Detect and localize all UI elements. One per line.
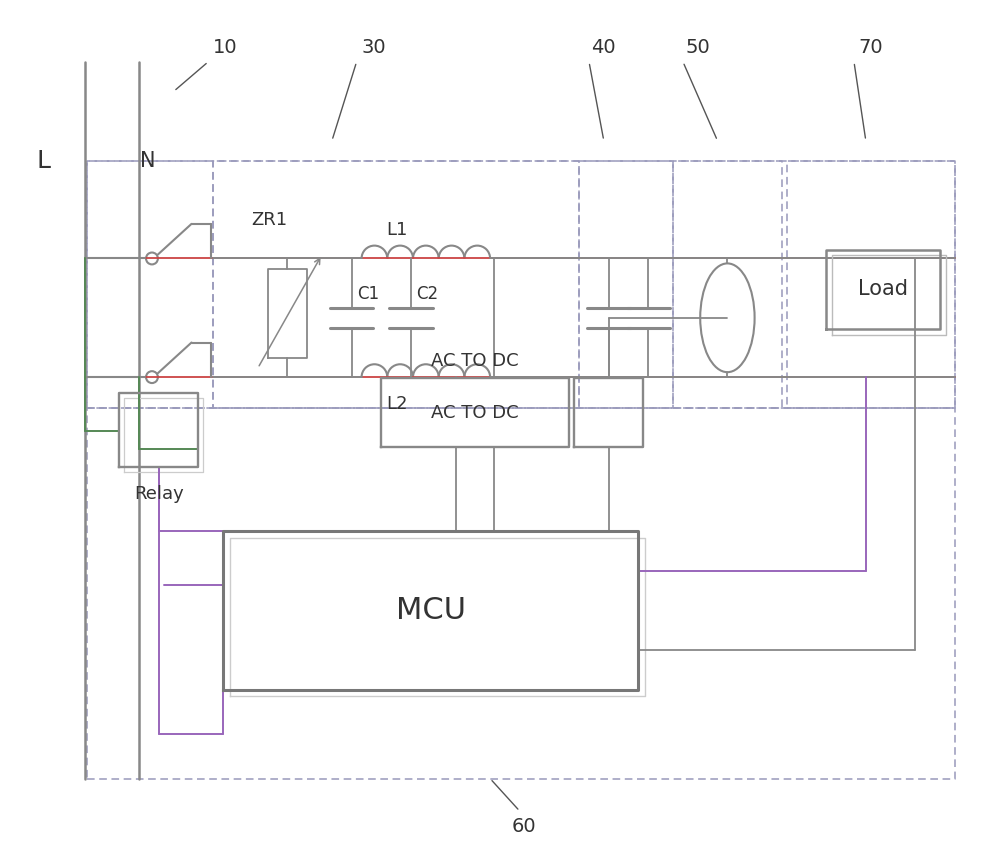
Text: N: N bbox=[140, 151, 156, 171]
Text: Relay: Relay bbox=[134, 485, 184, 503]
Text: C1: C1 bbox=[357, 285, 379, 303]
Text: L2: L2 bbox=[386, 395, 408, 413]
Text: 50: 50 bbox=[686, 38, 711, 56]
Text: L: L bbox=[36, 149, 50, 172]
Text: 40: 40 bbox=[591, 38, 616, 56]
Text: 70: 70 bbox=[858, 38, 883, 56]
Text: C2: C2 bbox=[416, 285, 438, 303]
Text: AC TO DC: AC TO DC bbox=[431, 404, 519, 421]
Text: 30: 30 bbox=[362, 38, 386, 56]
Text: 10: 10 bbox=[213, 38, 238, 56]
Text: 60: 60 bbox=[511, 817, 536, 836]
Text: ZR1: ZR1 bbox=[251, 211, 287, 229]
Text: AC TO DC: AC TO DC bbox=[431, 352, 519, 370]
Text: Load: Load bbox=[858, 279, 908, 299]
Text: L1: L1 bbox=[386, 220, 408, 239]
Text: MCU: MCU bbox=[396, 596, 466, 625]
